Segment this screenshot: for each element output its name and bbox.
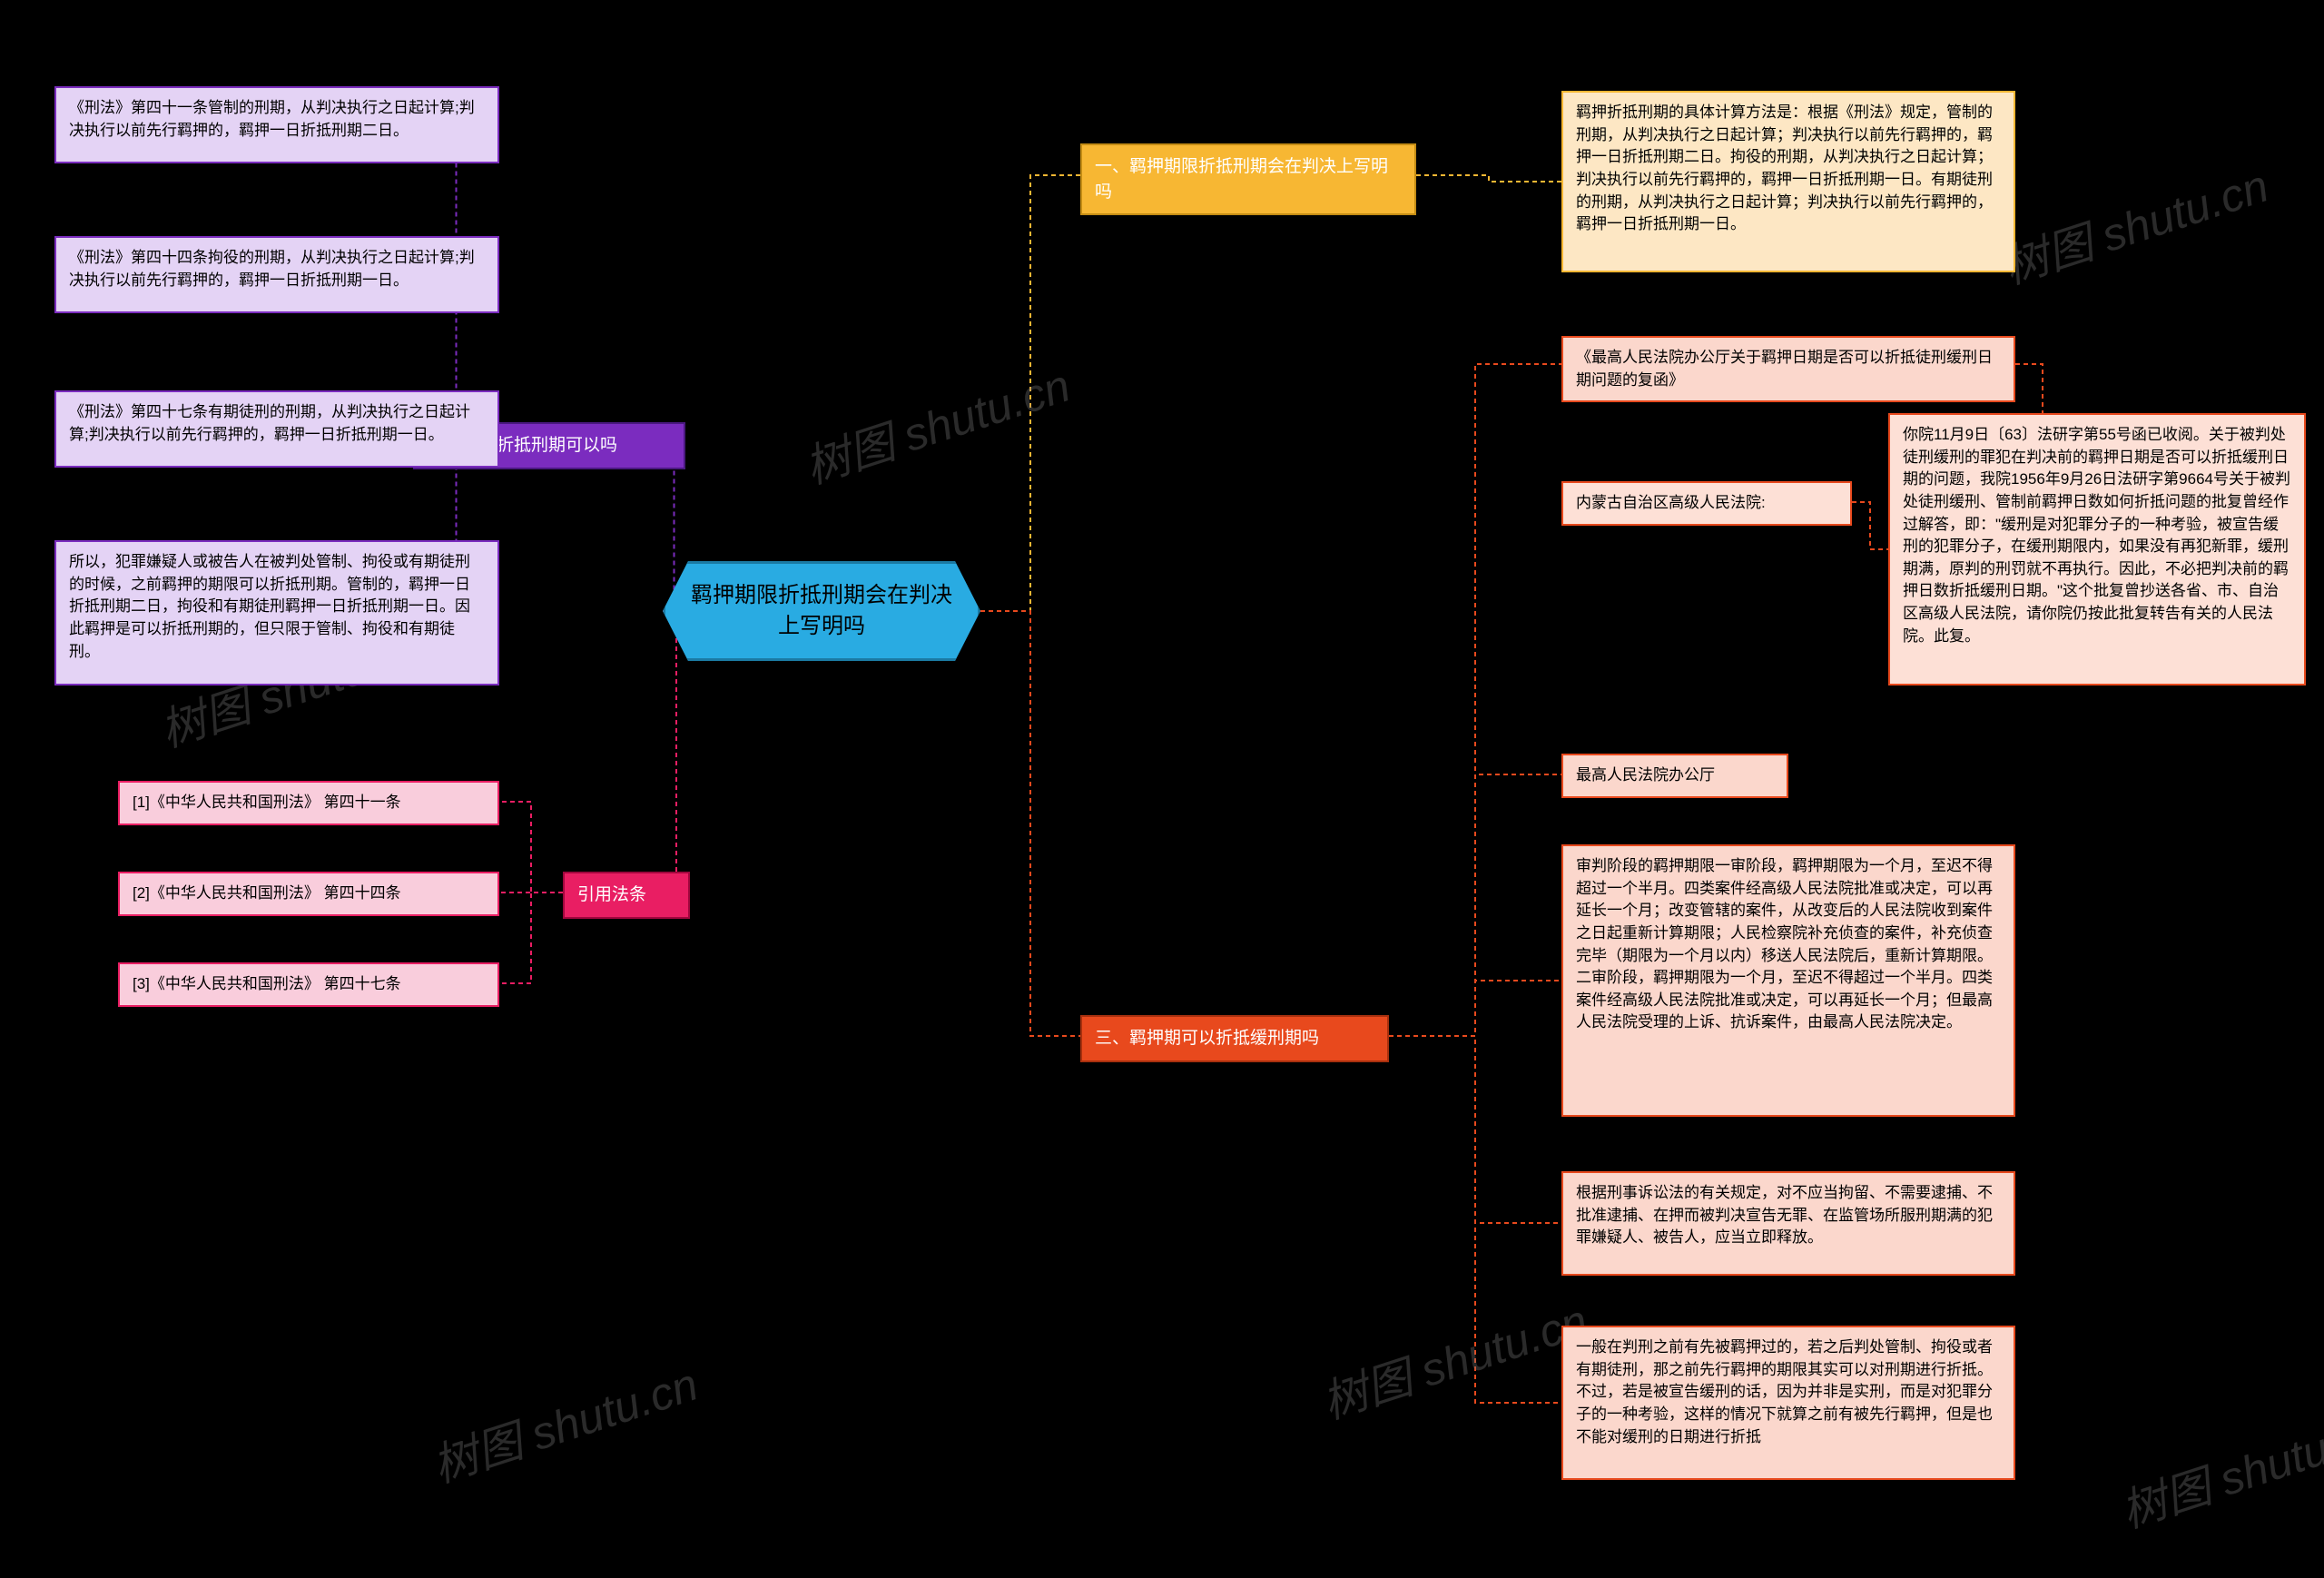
branch-b1: 一、羁押期限折抵刑期会在判决上写明吗 (1080, 143, 1416, 215)
leaf-b3-3: 根据刑事诉讼法的有关规定，对不应当拘留、不需要逮捕、不批准逮捕、在押而被判决宣告… (1561, 1171, 2015, 1276)
branch-b4: 引用法条 (563, 872, 690, 919)
connector (1416, 175, 1561, 182)
leaf-b3-4: 一般在判刑之前有先被羁押过的，若之后判处管制、拘役或者有期徒刑，那之前先行羁押的… (1561, 1326, 2015, 1480)
leaf-b2-1: 《刑法》第四十四条拘役的刑期，从判决执行之日起计算;判决执行以前先行羁押的，羁押… (54, 236, 499, 313)
leaf-b3-0-0: 内蒙古自治区高级人民法院: (1561, 481, 1852, 526)
watermark: 树图 shutu.cn (2112, 1394, 2324, 1541)
connector (499, 893, 563, 983)
connector (499, 802, 563, 893)
leaf-b4-0: [1]《中华人民共和国刑法》 第四十一条 (118, 781, 499, 825)
leaf-b4-1: [2]《中华人民共和国刑法》 第四十四条 (118, 872, 499, 916)
leaf-b3-0-0-0: 你院11月9日〔63〕法研字第55号函已收阅。关于被判处徒刑缓刑的罪犯在判决前的… (1888, 413, 2306, 685)
connector (1389, 981, 1561, 1036)
connector (1389, 774, 1561, 1036)
leaf-b2-2: 《刑法》第四十七条有期徒刑的刑期，从判决执行之日起计算;判决执行以前先行羁押的，… (54, 390, 499, 468)
watermark: 树图 shutu.cn (423, 1348, 704, 1495)
leaf-b2-3: 所以，犯罪嫌疑人或被告人在被判处管制、拘役或有期徒刑的时候，之前羁押的期限可以折… (54, 540, 499, 685)
leaf-b3-2: 审判阶段的羁押期限一审阶段，羁押期限为一个月，至迟不得超过一个半月。四类案件经高… (1561, 844, 2015, 1117)
leaf-b4-2: [3]《中华人民共和国刑法》 第四十七条 (118, 962, 499, 1007)
leaf-b3-1: 最高人民法院办公厅 (1561, 754, 1788, 798)
watermark: 树图 shutu.cn (1313, 1285, 1594, 1432)
connector (980, 175, 1080, 611)
connector (1852, 502, 1888, 549)
leaf-b1-0: 羁押折抵刑期的具体计算方法是：根据《刑法》规定，管制的刑期，从判决执行之日起计算… (1561, 91, 2015, 272)
branch-b3: 三、羁押期可以折抵缓刑期吗 (1080, 1015, 1389, 1062)
connector (1389, 1036, 1561, 1403)
connector (1389, 364, 1561, 1036)
root-node: 羁押期限折抵刑期会在判决上写明吗 (663, 561, 980, 661)
leaf-b2-0: 《刑法》第四十一条管制的刑期，从判决执行之日起计算;判决执行以前先行羁押的，羁押… (54, 86, 499, 163)
watermark: 树图 shutu.cn (1994, 150, 2275, 297)
root-label: 羁押期限折抵刑期会在判决上写明吗 (684, 580, 960, 641)
connector (1389, 1036, 1561, 1223)
watermark: 树图 shutu.cn (795, 350, 1077, 497)
leaf-b3-0: 《最高人民法院办公厅关于羁押日期是否可以折抵徒刑缓刑日期问题的复函》 (1561, 336, 2015, 402)
connector (980, 611, 1080, 1036)
